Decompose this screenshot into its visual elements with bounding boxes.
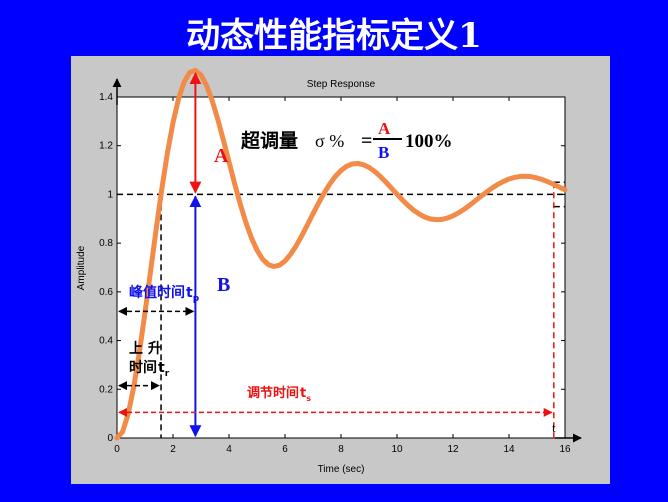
- label-b: B: [217, 274, 230, 296]
- overshoot-label: 超调量: [240, 129, 298, 152]
- series-line-step-response: [114, 67, 568, 441]
- label-a: A: [214, 145, 229, 167]
- x-tick-label: 14: [503, 444, 515, 455]
- x-tick-label: 4: [226, 444, 232, 455]
- x-tick-label: 12: [447, 444, 459, 455]
- y-tick-label: 0: [107, 433, 113, 444]
- fraction-numerator-a: A: [378, 119, 391, 138]
- peak-time-label: 峰值时间tp: [129, 284, 200, 304]
- figure-window: Step Response Time (sec) Amplitude 0 2 4 6 8…: [71, 56, 610, 484]
- y-tick-label: 1.2: [99, 141, 113, 152]
- y-tick-label: 0.2: [99, 384, 113, 395]
- y-tick-label: 0.6: [99, 287, 113, 298]
- settling-time-label: 调节时间ts: [247, 385, 311, 403]
- chart-title: Step Response: [307, 79, 376, 90]
- x-tick-label: 2: [170, 444, 176, 455]
- x-tick-label: 10: [391, 444, 403, 455]
- y-axis-label: Amplitude: [76, 245, 87, 290]
- y-tick-label: 1: [107, 189, 113, 200]
- fraction-denominator-b: B: [378, 143, 389, 162]
- y-tick-label: 1.4: [99, 92, 113, 103]
- x-tick-label: 0: [114, 444, 120, 455]
- x-tick-label: 6: [282, 444, 288, 455]
- x-tick-label: 16: [559, 444, 571, 455]
- times-100-percent: 100%: [405, 131, 453, 152]
- equals-sign: =: [361, 130, 372, 152]
- rise-time-label-line2: 时间tr: [129, 359, 170, 379]
- slide-title: 动态性能指标定义1: [186, 16, 482, 56]
- x-axis-label: Time (sec): [318, 464, 365, 475]
- rise-time-label-line1: 上 升: [129, 340, 162, 357]
- y-tick-label: 0.8: [99, 238, 113, 249]
- time-axis-t-label: t: [552, 420, 556, 435]
- sigma-percent-label: σ %: [315, 131, 344, 151]
- y-tick-label: 0.4: [99, 336, 113, 347]
- x-tick-label: 8: [338, 444, 344, 455]
- step-response-chart: Step Response Time (sec) Amplitude 0 2 4 6 8…: [76, 67, 582, 475]
